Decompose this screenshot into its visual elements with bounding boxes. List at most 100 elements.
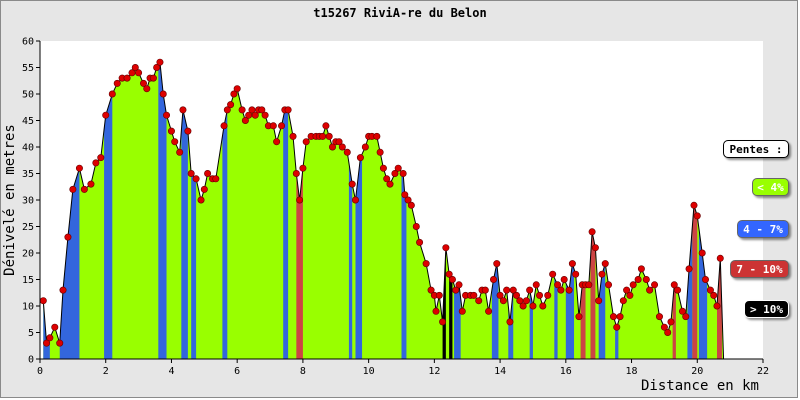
profile-point	[338, 143, 346, 151]
profile-point	[713, 302, 721, 310]
profile-point	[667, 318, 675, 326]
profile-point	[404, 196, 412, 204]
profile-point	[56, 339, 64, 347]
profile-point	[39, 297, 47, 305]
slope-band-blue	[565, 263, 575, 359]
profile-point	[238, 106, 246, 114]
profile-point	[427, 286, 435, 294]
profile-point	[642, 275, 650, 283]
profile-point	[102, 111, 110, 119]
profile-point	[223, 106, 231, 114]
profile-point	[496, 291, 504, 299]
legend-entry-flat: < 4%	[752, 178, 789, 196]
x-tick-label: 14	[494, 366, 506, 377]
profile-point	[401, 191, 409, 199]
y-tick-label: 55	[22, 63, 34, 74]
profile-point	[557, 286, 565, 294]
slope-band-blue	[158, 62, 167, 359]
profile-point	[455, 281, 463, 289]
profile-point	[407, 201, 415, 209]
profile-point	[591, 244, 599, 252]
profile-point	[92, 159, 100, 167]
x-tick-label: 8	[300, 366, 306, 377]
chart-title: t15267 RiviA-re du Belon	[313, 6, 486, 20]
profile-point	[629, 281, 637, 289]
profile-point	[343, 148, 351, 156]
profile-point	[674, 286, 682, 294]
profile-point	[598, 270, 606, 278]
profile-point	[445, 270, 453, 278]
profile-point	[529, 302, 537, 310]
profile-point	[386, 180, 394, 188]
profile-point	[519, 302, 527, 310]
profile-point	[296, 196, 304, 204]
profile-point	[568, 260, 576, 268]
profile-point	[693, 212, 701, 220]
profile-point	[348, 180, 356, 188]
profile-line	[42, 60, 725, 360]
profile-point	[51, 323, 59, 331]
profile-point	[670, 281, 678, 289]
y-tick-label: 60	[22, 37, 34, 48]
profile-point	[613, 323, 621, 331]
slope-band-blue	[355, 154, 363, 359]
profile-point	[626, 291, 634, 299]
x-tick-label: 2	[103, 366, 109, 377]
legend-entry-steep: 7 - 10%	[730, 260, 789, 278]
profile-point	[278, 122, 286, 130]
profile-point	[241, 117, 249, 125]
profile-point	[212, 175, 220, 183]
profile-point	[197, 196, 205, 204]
profile-point	[565, 286, 573, 294]
slope-band-blue	[454, 284, 461, 359]
profile-point	[135, 69, 143, 77]
slope-band-blue	[222, 109, 228, 360]
profile-point	[123, 74, 131, 82]
profile-point	[619, 297, 627, 305]
profile-point	[113, 79, 121, 87]
x-axis-label: Distance en km	[641, 378, 759, 394]
profile-point	[554, 281, 562, 289]
profile-point	[131, 64, 139, 72]
profile-point	[140, 79, 148, 87]
profile-point	[526, 286, 534, 294]
y-tick-label: 10	[22, 302, 34, 313]
y-tick-label: 30	[22, 196, 34, 207]
x-tick-label: 20	[691, 366, 703, 377]
profile-point	[379, 164, 387, 172]
x-tick-label: 6	[234, 366, 240, 377]
profile-point	[328, 143, 336, 151]
profile-point	[536, 291, 544, 299]
profile-point	[544, 291, 552, 299]
slope-band-blue	[554, 277, 558, 359]
y-tick-label: 15	[22, 275, 34, 286]
slope-band-red	[296, 168, 303, 359]
profile-point	[167, 127, 175, 135]
profile-point	[503, 286, 511, 294]
profile-point	[192, 175, 200, 183]
profile-point	[470, 291, 478, 299]
profile-point	[159, 90, 167, 98]
profile-point	[64, 233, 72, 241]
profile-point	[490, 275, 498, 283]
profile-point	[706, 286, 714, 294]
profile-point	[220, 122, 228, 130]
profile-point	[585, 281, 593, 289]
profile-point	[233, 85, 241, 93]
profile-point	[356, 154, 364, 162]
legend-entry-moderate: 4 - 7%	[737, 220, 789, 238]
profile-point	[522, 297, 530, 305]
profile-point	[284, 106, 292, 114]
slope-band-blue	[191, 173, 197, 359]
profile-point	[701, 275, 709, 283]
profile-point	[655, 313, 663, 321]
y-tick-label: 20	[22, 249, 34, 260]
slope-band-black	[449, 274, 453, 359]
profile-point	[261, 111, 269, 119]
slope-band-blue	[59, 168, 80, 359]
x-tick-label: 18	[626, 366, 638, 377]
profile-point	[200, 185, 208, 193]
profile-point	[485, 307, 493, 315]
profile-point	[435, 291, 443, 299]
